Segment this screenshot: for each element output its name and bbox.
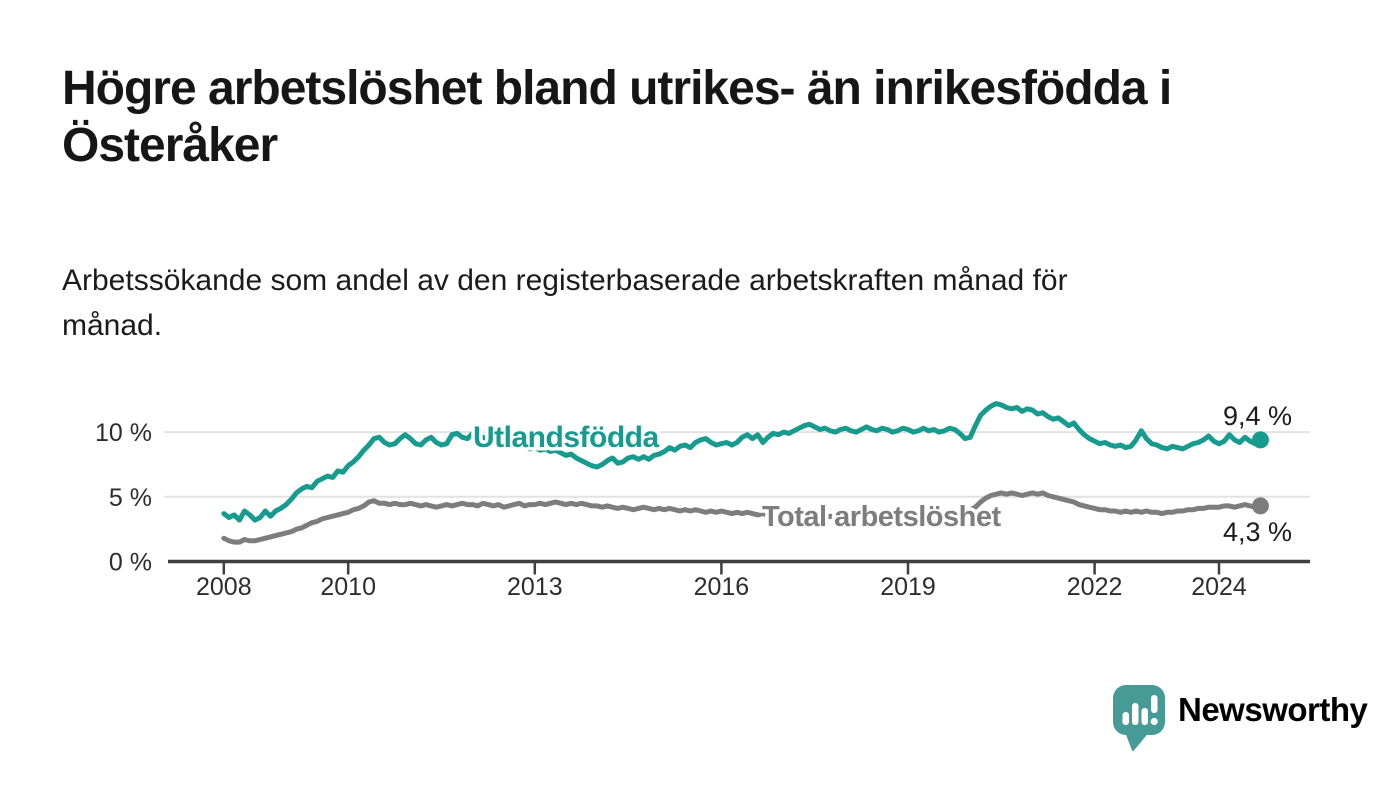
- logo-exclamation-bar: [1151, 695, 1158, 713]
- series-label-utlandsfodda: Utlandsfödda: [473, 421, 659, 454]
- x-tick-label-2022: 2022: [1067, 573, 1123, 601]
- x-tick-label-2013: 2013: [507, 573, 563, 601]
- x-tick-label-2024: 2024: [1191, 573, 1247, 601]
- series-line-utlandsfodda: [221, 401, 1263, 523]
- newsworthy-wordmark: Newsworthy: [1178, 691, 1368, 728]
- x-tick-label-2008: 2008: [196, 573, 252, 601]
- series-line-total: [221, 490, 1263, 545]
- newsworthy-logo-icon: [1113, 685, 1165, 751]
- logo-bar-3: [1141, 708, 1148, 725]
- x-tick-label-2016: 2016: [694, 573, 750, 601]
- series-label-total: Total arbetslöshet: [762, 501, 1001, 533]
- logo-exclamation-dot: [1150, 717, 1158, 726]
- series-end-dot-total: [1251, 497, 1269, 515]
- logo-bar-1: [1122, 712, 1129, 725]
- y-tick-label-5: 5 %: [109, 484, 152, 512]
- title-line-1: Högre arbetslöshet bland utrikes- än inr…: [62, 62, 1172, 115]
- newsworthy-logo: Newsworthy: [1112, 684, 1368, 752]
- chart-subtitle: Arbetssökande som andel av den registerb…: [62, 258, 1068, 348]
- logo-bubble-tail: [1125, 731, 1149, 751]
- logo-bar-2: [1132, 703, 1139, 725]
- x-tick-label-2010: 2010: [320, 573, 376, 601]
- y-tick-label-0: 0 %: [109, 549, 152, 577]
- subtitle-line-1: Arbetssökande som andel av den registerb…: [62, 264, 1068, 297]
- page-title: Högre arbetslöshet bland utrikes- än inr…: [62, 60, 1172, 174]
- series-end-dot-utlandsfodda: [1251, 431, 1269, 449]
- subtitle-line-2: månad.: [62, 309, 163, 342]
- series-end-value-utlandsfodda: 9,4 %: [1223, 401, 1292, 431]
- series-end-value-total: 4,3 %: [1223, 517, 1292, 547]
- x-tick-label-2019: 2019: [880, 573, 936, 601]
- y-tick-label-10: 10 %: [95, 419, 152, 447]
- unemployment-line-chart: 2008 2010 2013 2016 2019 2022 2024 0 % 5 % 10 % Ut…: [95, 398, 1310, 601]
- title-line-2: Österåker: [62, 119, 278, 172]
